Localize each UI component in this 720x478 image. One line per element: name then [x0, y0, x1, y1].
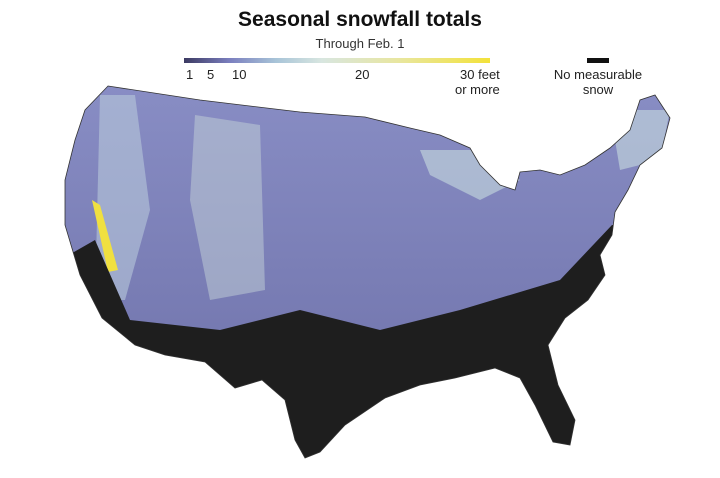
scale-tick: 10	[232, 67, 247, 82]
no-snow-swatch	[587, 58, 609, 63]
scale-max-line1: 30 feet	[460, 67, 500, 82]
sierra-nevada-snow	[92, 200, 118, 272]
rockies-snow	[190, 115, 265, 300]
no-snow-line1: No measurable	[553, 67, 643, 82]
snowfall-color-scale	[184, 58, 490, 63]
scale-tick: 5	[207, 67, 215, 82]
map-title: Seasonal snowfall totals	[238, 8, 482, 31]
scale-max-label: 30 feet or more	[455, 67, 500, 97]
scale-tick: 1	[186, 67, 194, 82]
no-snow-line2: snow	[582, 82, 614, 97]
map-subtitle: Through Feb. 1	[315, 36, 405, 51]
scale-tick: 20	[355, 67, 370, 82]
no-snow-label: No measurable snow	[548, 67, 648, 97]
scale-max-line2: or more	[455, 82, 500, 97]
